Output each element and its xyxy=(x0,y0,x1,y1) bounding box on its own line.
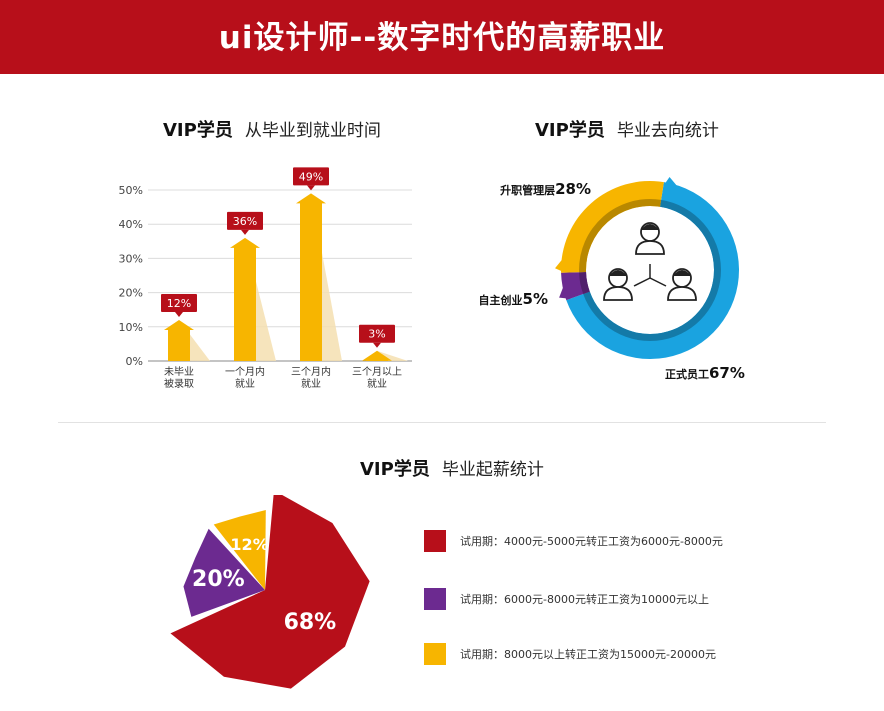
donut-arrow-tip xyxy=(663,177,682,191)
network-line xyxy=(633,277,651,287)
section-divider xyxy=(58,422,826,423)
person-hair xyxy=(609,270,627,276)
person-icon xyxy=(635,222,665,255)
person-hair xyxy=(673,270,691,276)
legend-item: 试用期：4000元-5000元转正工资为6000元-8000元 xyxy=(424,530,844,552)
person-hair xyxy=(641,224,659,230)
bar-value-callout xyxy=(293,167,329,186)
bar xyxy=(296,193,326,361)
donut-slice-name: 正式员工 xyxy=(665,367,709,381)
bar-value-callout-pointer xyxy=(175,311,183,317)
bar-value-callout xyxy=(227,211,263,230)
donut-slice-label: 自主创业5% xyxy=(479,290,548,308)
destination-donut-chart: 正式员工67% 自主创业5% 升职管理层28% xyxy=(479,177,745,382)
bar-value-label: 49% xyxy=(299,170,323,183)
legend-swatch-red xyxy=(424,530,446,552)
employment-time-title: VIP学员 xyxy=(163,120,233,141)
header-banner: ui设计师--数字时代的高薪职业 xyxy=(0,0,884,74)
person-body xyxy=(635,240,665,255)
bar-value-callout xyxy=(359,324,395,343)
bar xyxy=(164,319,194,361)
person-icon xyxy=(667,268,697,301)
donut-slice-inner-ring xyxy=(579,199,662,273)
legend-label: 试用期：6000元-8000元转正工资为10000元以上 xyxy=(460,593,709,606)
legend-label: 试用期：8000元以上转正工资为15000元-20000元 xyxy=(460,648,716,661)
bar-value-callout xyxy=(161,293,197,312)
legend-label: 试用期：4000元-5000元转正工资为6000元-8000元 xyxy=(460,535,723,548)
bar-value-label: 36% xyxy=(233,215,257,228)
destination-section-title: VIP学员 毕业去向统计 xyxy=(535,116,719,142)
salary-subtitle: 毕业起薪统计 xyxy=(441,460,544,480)
x-tick-label: 三个月以上 xyxy=(352,366,402,378)
polygon-pie-label: 12% xyxy=(230,535,268,554)
person-body xyxy=(603,286,633,301)
destination-subtitle: 毕业去向统计 xyxy=(616,121,719,141)
employment-time-subtitle: 从毕业到就业时间 xyxy=(244,121,381,141)
x-tick-label: 就业 xyxy=(301,377,321,390)
y-tick-label: 30% xyxy=(119,252,143,265)
y-tick-label: 20% xyxy=(119,287,143,300)
bar-value-callout-pointer xyxy=(373,342,381,348)
bar xyxy=(230,237,260,361)
x-tick-label: 一个月内 xyxy=(225,365,265,378)
bar-value-callout-pointer xyxy=(241,229,249,235)
y-tick-label: 0% xyxy=(126,355,143,368)
donut-arrow-tip xyxy=(559,280,571,299)
donut-slice-name: 升职管理层 xyxy=(500,183,555,197)
polygon-pie-slice xyxy=(183,528,265,617)
x-tick-label: 三个月内 xyxy=(291,365,331,378)
donut-slice-inner-ring xyxy=(579,272,590,295)
y-tick-label: 10% xyxy=(119,321,143,334)
salary-polygon-pie-chart: 68% 20% 12% xyxy=(170,495,370,689)
people-network-icon xyxy=(603,222,697,301)
donut-slice-label: 升职管理层28% xyxy=(500,180,591,198)
bar xyxy=(362,350,392,361)
polygon-pie-slice xyxy=(170,495,370,689)
x-tick-label: 未毕业 xyxy=(164,365,194,378)
legend-swatch-purple xyxy=(424,588,446,610)
polygon-pie-label: 20% xyxy=(192,567,245,592)
person-body xyxy=(667,286,697,301)
y-tick-label: 50% xyxy=(119,184,143,197)
polygon-pie-slice xyxy=(213,510,266,590)
donut-slice-value: 5% xyxy=(523,290,548,308)
employment-time-bar-chart: 0%10%20%30%40%50%12%未毕业被录取36%一个月内就业49%三个… xyxy=(119,167,412,390)
donut-slice-label: 正式员工67% xyxy=(665,364,745,382)
bar-value-label: 12% xyxy=(167,297,191,310)
page-title: ui设计师--数字时代的高薪职业 xyxy=(218,20,666,56)
legend-item: 试用期：8000元以上转正工资为15000元-20000元 xyxy=(424,643,844,665)
donut-arrow-tip xyxy=(555,254,567,273)
polygon-pie-label: 68% xyxy=(284,610,337,635)
bar-value-callout-pointer xyxy=(307,185,315,191)
bar-value-label: 3% xyxy=(368,328,385,341)
network-line xyxy=(649,277,667,287)
donut-slice-value: 67% xyxy=(709,364,745,382)
x-tick-label: 被录取 xyxy=(164,377,194,390)
salary-title: VIP学员 xyxy=(360,459,430,480)
salary-section-title: VIP学员 毕业起薪统计 xyxy=(360,455,544,481)
legend-swatch-orange xyxy=(424,643,446,665)
employment-time-section-title: VIP学员 从毕业到就业时间 xyxy=(163,116,381,142)
person-icon xyxy=(603,268,633,301)
donut-slice-value: 28% xyxy=(555,180,591,198)
destination-title: VIP学员 xyxy=(535,120,605,141)
y-tick-label: 40% xyxy=(119,218,143,231)
legend-item: 试用期：6000元-8000元转正工资为10000元以上 xyxy=(424,588,844,610)
x-tick-label: 就业 xyxy=(235,377,255,390)
donut-slice-name: 自主创业 xyxy=(479,293,523,307)
x-tick-label: 就业 xyxy=(367,377,387,390)
